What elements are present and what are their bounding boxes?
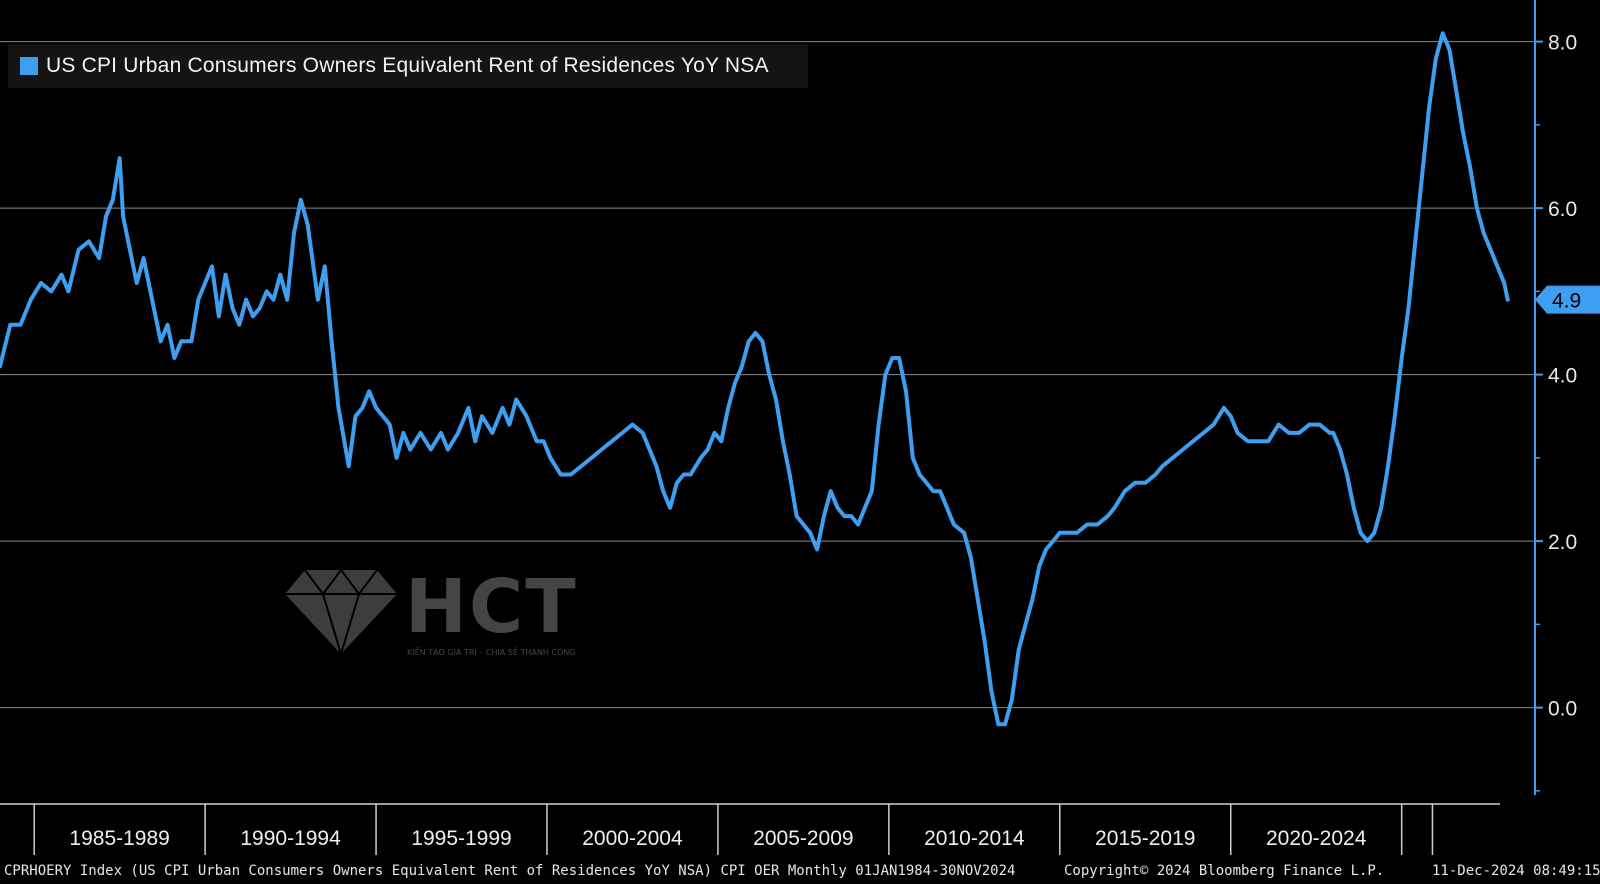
- legend: US CPI Urban Consumers Owners Equivalent…: [8, 44, 808, 88]
- footer-ticker-info: CPRHOERY Index (US CPI Urban Consumers O…: [4, 863, 1016, 879]
- diamond-logo-icon: [285, 568, 397, 658]
- watermark-logo: HCT KIẾN TẠO GIÁ TRỊ – CHIA SẺ THÀNH CÔN…: [285, 564, 576, 659]
- footer: CPRHOERY Index (US CPI Urban Consumers O…: [0, 858, 1600, 884]
- watermark-text: HCT: [405, 564, 578, 650]
- watermark-tagline: KIẾN TẠO GIÁ TRỊ – CHIA SẺ THÀNH CÔNG: [407, 648, 576, 657]
- x-tick-label: 2010-2014: [924, 827, 1025, 850]
- series-line: [0, 31, 1510, 727]
- last-value-badge: [1535, 285, 1600, 314]
- x-tick-label: 1995-1999: [411, 827, 511, 850]
- series-line-path: [0, 31, 1510, 727]
- x-tick-label: 2020-2024: [1266, 827, 1367, 850]
- y-axis: 0.0 2.0 4.0 6.0 8.0: [1534, 0, 1577, 795]
- last-value-marker: 4.9: [1535, 285, 1600, 314]
- x-axis: 1985-1989 1990-1994 1995-1999 2000-2004 2005…: [0, 803, 1500, 855]
- y-tick-label: 4.0: [1548, 365, 1577, 388]
- legend-label: US CPI Urban Consumers Owners Equivalent…: [46, 54, 769, 77]
- legend-swatch: [20, 57, 38, 75]
- x-tick-label: 2015-2019: [1095, 827, 1195, 850]
- y-tick-label: 0.0: [1548, 698, 1577, 721]
- x-tick-label: 1985-1989: [69, 827, 169, 850]
- x-tick-label: 1990-1994: [240, 827, 341, 850]
- y-tick-label: 2.0: [1548, 531, 1577, 554]
- x-tick-label: 2005-2009: [753, 827, 853, 850]
- y-tick-label: 6.0: [1548, 198, 1577, 221]
- last-value-label: 4.9: [1552, 290, 1581, 313]
- footer-copyright: Copyright© 2024 Bloomberg Finance L.P.: [1064, 863, 1385, 879]
- y-tick-label: 8.0: [1548, 32, 1577, 55]
- footer-timestamp: 11-Dec-2024 08:49:15: [1432, 863, 1600, 879]
- x-tick-label: 2000-2004: [582, 827, 683, 850]
